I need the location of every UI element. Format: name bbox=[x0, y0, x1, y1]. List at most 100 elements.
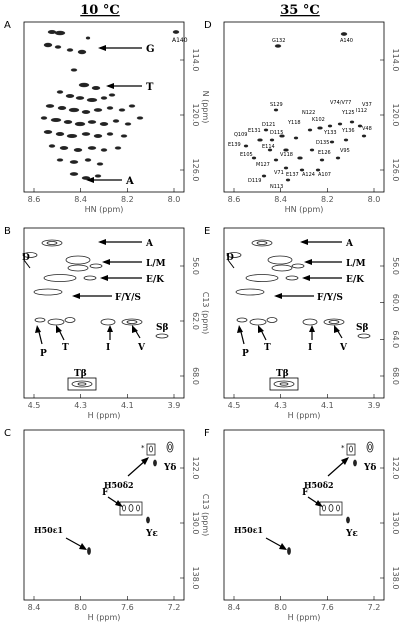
y-tick-label: 138.0 bbox=[191, 567, 200, 590]
label-E-I: I bbox=[308, 343, 312, 353]
panel-B-peaks bbox=[22, 239, 169, 388]
column-title-left: 10 °C bbox=[80, 3, 119, 18]
label-Y118: Y118 bbox=[287, 120, 301, 126]
y-tick-label: 60.0 bbox=[391, 294, 400, 312]
label-C-Ydelta: Yδ bbox=[163, 463, 176, 473]
x-tick-label: 4.5 bbox=[28, 401, 41, 410]
x-axis-label: HN (ppm) bbox=[285, 205, 324, 214]
label-V37: V37 bbox=[362, 102, 372, 108]
y-tick-label: 126.0 bbox=[191, 159, 200, 182]
label-E-V: V bbox=[339, 343, 348, 353]
label-E-EK: E/K bbox=[346, 275, 365, 285]
label-S129: S129 bbox=[270, 102, 283, 108]
panel-B: B 4.5 4.3 4.1 3.9 H (ppm) 56.0 62.0 68.0 C13 (ppm… bbox=[4, 226, 210, 420]
x-axis-label: HN (ppm) bbox=[85, 205, 124, 214]
panel-label: B bbox=[4, 226, 11, 237]
label-N122: N122 bbox=[302, 110, 315, 116]
panel-D: D 8.6 8.4 8.2 8.0 HN (ppm) 114.0 120.0 126.0 N (p… bbox=[204, 20, 400, 214]
label-C-H50d2: H50δ2 bbox=[104, 480, 134, 490]
y-tick-label: 126.0 bbox=[391, 159, 400, 182]
panel-C-annotations: * Yδ H50δ2 F Yε H50ε1 bbox=[34, 444, 176, 550]
label-Q109: Q109 bbox=[234, 132, 247, 138]
panel-frame bbox=[223, 227, 385, 399]
label-A124: A124 bbox=[302, 172, 315, 178]
y-tick-label: 64.0 bbox=[391, 330, 400, 348]
y-tick-label: 130.0 bbox=[191, 512, 200, 535]
y-tick-label: 122.0 bbox=[191, 457, 200, 480]
label-B-T: T bbox=[62, 343, 69, 353]
label-I112: I112 bbox=[356, 108, 367, 114]
x-tick-label: 8.0 bbox=[168, 195, 181, 204]
panel-label: A bbox=[4, 20, 11, 31]
panel-A-peaks bbox=[40, 30, 180, 180]
x-tick-label: 7.2 bbox=[168, 603, 181, 612]
label-E-LM: L/M bbox=[346, 259, 366, 269]
label-A140: A140 bbox=[172, 37, 188, 44]
label-V48: V48 bbox=[362, 126, 372, 132]
y-tick-label: 68.0 bbox=[191, 367, 200, 385]
label-N113: N113 bbox=[270, 184, 283, 190]
column-title-right: 35 °C bbox=[280, 3, 319, 18]
label-F-Yeps: Yε bbox=[345, 529, 358, 539]
label-F-F: F bbox=[302, 488, 309, 498]
x-axis-label: H (ppm) bbox=[88, 613, 121, 622]
panel-E-peaks bbox=[226, 239, 371, 388]
x-tick-label: 7.2 bbox=[368, 603, 381, 612]
label-E114: E114 bbox=[262, 144, 275, 150]
label-G132: G132 bbox=[272, 38, 285, 44]
x-tick-label: 4.3 bbox=[74, 401, 87, 410]
y-tick-label: 130.0 bbox=[391, 512, 400, 535]
panel-E-annotations: A D L/M E/K F/Y/S Sβ P T I V Tβ bbox=[226, 239, 368, 391]
panel-D-peaks bbox=[243, 32, 367, 182]
label-V95: V95 bbox=[340, 148, 350, 154]
label-K102: K102 bbox=[312, 117, 325, 123]
x-tick-label: 8.4 bbox=[28, 603, 41, 612]
label-E-D: D bbox=[226, 253, 234, 263]
panel-A-annotations: A140 G T A bbox=[86, 37, 188, 187]
label-E-Sbeta: Sβ bbox=[356, 323, 368, 333]
y-tick-label: 120.0 bbox=[391, 104, 400, 127]
label-B-V: V bbox=[137, 343, 146, 353]
y-tick-label: 120.0 bbox=[191, 104, 200, 127]
panel-A: A 8.6 8.4 8.2 8.0 HN (ppm) 114.0 120.0 126.0 N (p… bbox=[4, 20, 210, 214]
x-tick-label: 8.2 bbox=[121, 195, 134, 204]
panel-F-peaks bbox=[287, 441, 374, 555]
label-F-Ydelta: Yδ bbox=[363, 463, 376, 473]
x-tick-label: 8.4 bbox=[74, 195, 87, 204]
panel-label: E bbox=[204, 226, 210, 237]
label-B-D: D bbox=[22, 253, 30, 263]
x-tick-label: 8.0 bbox=[74, 603, 87, 612]
x-tick-label: 4.5 bbox=[228, 401, 241, 410]
panel-E: E 4.5 4.3 4.1 3.9 H (ppm) 56.0 60.0 64.0 68.0 C13 … bbox=[204, 226, 400, 420]
label-B-I: I bbox=[106, 343, 110, 353]
label-B-A: A bbox=[145, 239, 154, 249]
x-tick-label: 8.6 bbox=[28, 195, 41, 204]
label-E131: E131 bbox=[248, 128, 261, 134]
panel-C-peaks bbox=[87, 441, 174, 555]
panel-label: F bbox=[204, 428, 210, 439]
panel-C: C 8.4 8.0 7.6 7.2 H (ppm) 122.0 130.0 138.0 C13 (… bbox=[4, 428, 210, 622]
y-tick-label: 62.0 bbox=[191, 312, 200, 330]
label-C-star: * bbox=[141, 444, 145, 452]
label-E137: E137 bbox=[286, 172, 299, 178]
panel-frame bbox=[223, 21, 385, 193]
y-axis-label: C13 (ppm) bbox=[201, 494, 210, 537]
x-axis-label: H (ppm) bbox=[288, 613, 321, 622]
label-B-LM: L/M bbox=[146, 259, 166, 269]
x-tick-label: 8.0 bbox=[368, 195, 381, 204]
label-M127: M127 bbox=[256, 162, 270, 168]
label-E-A: A bbox=[345, 239, 354, 249]
label-A107: A107 bbox=[318, 172, 331, 178]
panel-frame bbox=[23, 21, 185, 193]
label-V118: V118 bbox=[280, 152, 293, 158]
x-tick-label: 4.3 bbox=[274, 401, 287, 410]
panel-label: C bbox=[4, 428, 11, 439]
label-V74: V74/V77 bbox=[330, 100, 351, 106]
panel-B-annotations: A D L/M E/K F/Y/S Sβ P T I V Tβ bbox=[22, 239, 168, 391]
label-E105: E105 bbox=[240, 152, 253, 158]
label-E-FYS: F/Y/S bbox=[317, 293, 343, 303]
x-tick-label: 4.1 bbox=[121, 401, 134, 410]
label-E-Tbeta: Tβ bbox=[276, 369, 289, 379]
label-F-star: * bbox=[341, 444, 345, 452]
x-tick-label: 3.9 bbox=[168, 401, 181, 410]
